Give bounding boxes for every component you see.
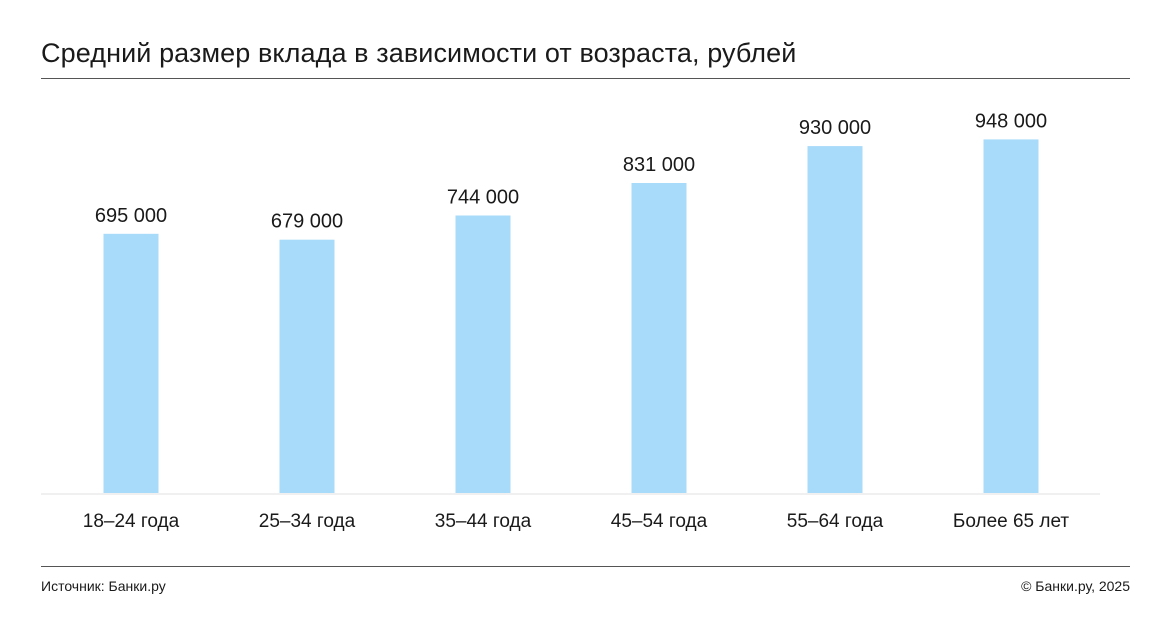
value-labels: 695 000 679 000 744 000 831 000 930 000 948 0… xyxy=(95,110,1047,232)
bar-4 xyxy=(631,183,687,493)
chart-title: Средний размер вклада в зависимости от в… xyxy=(41,38,797,68)
footer-divider xyxy=(41,566,1130,567)
value-label-3: 744 000 xyxy=(447,187,519,209)
value-label-6: 948 000 xyxy=(975,110,1047,132)
source-note: Источник: Банки.ру xyxy=(41,578,166,594)
copyright-note: © Банки.ру, 2025 xyxy=(1021,578,1130,594)
value-label-5: 930 000 xyxy=(799,117,871,139)
category-label-4: 45–54 года xyxy=(611,511,708,532)
category-label-6: Более 65 лет xyxy=(953,511,1070,532)
category-label-3: 35–44 года xyxy=(435,511,532,532)
category-label-2: 25–34 года xyxy=(259,511,356,532)
title-divider xyxy=(41,78,1130,79)
value-label-4: 831 000 xyxy=(623,154,695,176)
bar-5 xyxy=(807,146,863,493)
bar-3 xyxy=(455,215,511,493)
bar-series xyxy=(103,139,1039,494)
category-label-1: 18–24 года xyxy=(83,511,180,532)
bar-6 xyxy=(983,139,1039,493)
category-labels: 18–24 года 25–34 года 35–44 года 45–54 года… xyxy=(83,511,1070,532)
bar-2 xyxy=(279,239,335,493)
value-label-1: 695 000 xyxy=(95,205,167,227)
value-label-2: 679 000 xyxy=(271,211,343,233)
bar-1 xyxy=(103,233,159,494)
category-label-5: 55–64 года xyxy=(787,511,884,532)
